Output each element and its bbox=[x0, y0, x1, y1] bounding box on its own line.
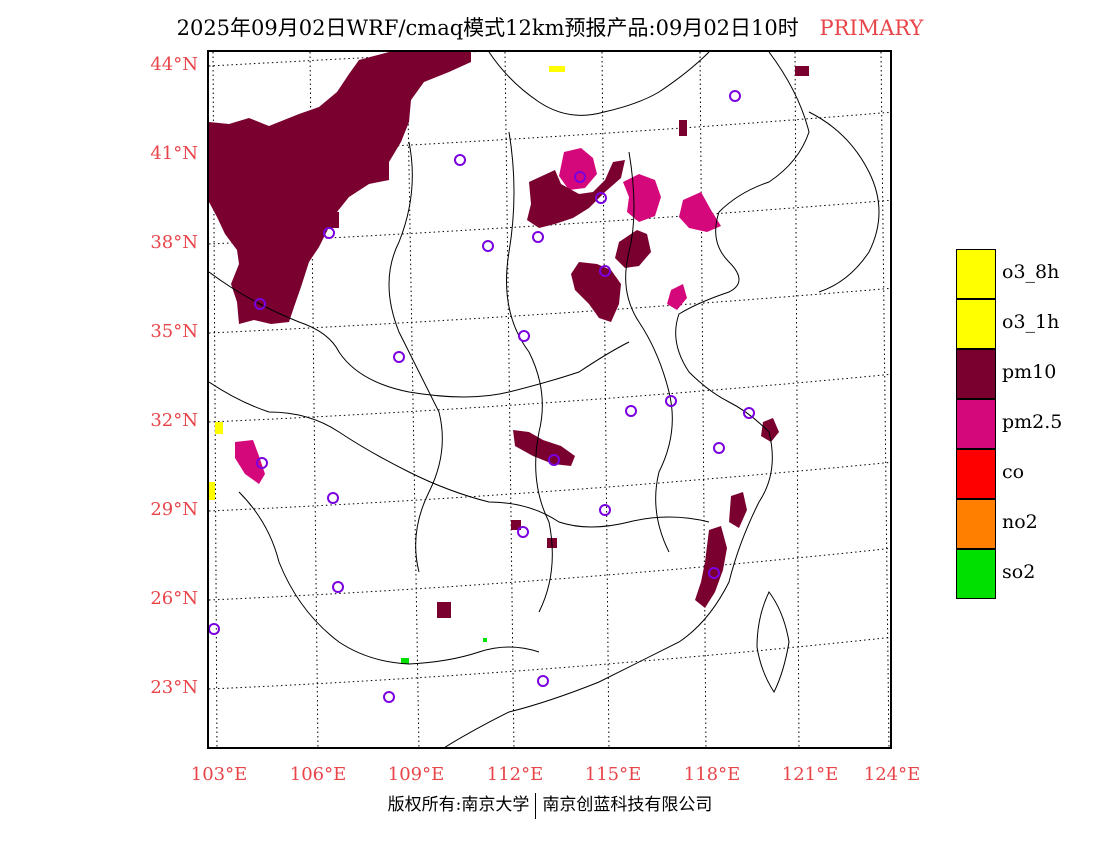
city-marker bbox=[595, 192, 607, 204]
city-marker bbox=[517, 526, 529, 538]
legend-swatch bbox=[956, 349, 996, 399]
copyright-company: 南京创蓝科技有限公司 bbox=[542, 795, 713, 815]
city-marker bbox=[599, 265, 611, 277]
city-marker bbox=[708, 567, 720, 579]
copyright-owner: 版权所有:南京大学 bbox=[387, 795, 530, 815]
map-canvas bbox=[209, 52, 890, 747]
title-main: 2025年09月02日WRF/cmaq模式12km预报产品:09月02日10时 bbox=[176, 16, 799, 40]
legend-label: so2 bbox=[1002, 561, 1036, 583]
o3-patch-sichuan bbox=[215, 422, 223, 434]
lon-tick-112: 112°E bbox=[486, 764, 544, 785]
city-marker bbox=[599, 504, 611, 516]
city-marker bbox=[393, 351, 405, 363]
lat-tick-26: 26°N bbox=[150, 588, 198, 609]
city-marker bbox=[729, 90, 741, 102]
o3-patch-north bbox=[549, 66, 565, 72]
pm10-shandong-west bbox=[571, 262, 621, 322]
pm10-fujian-coast bbox=[695, 526, 727, 608]
city-marker bbox=[518, 330, 530, 342]
pm10-hubei-band bbox=[513, 430, 575, 466]
legend-swatch bbox=[956, 249, 996, 299]
pm2p5-shandong-east bbox=[667, 284, 687, 310]
city-marker bbox=[482, 240, 494, 252]
lon-tick-109: 109°E bbox=[387, 764, 445, 785]
lat-tick-35: 35°N bbox=[150, 321, 198, 342]
legend-swatch bbox=[956, 449, 996, 499]
map-title: 2025年09月02日WRF/cmaq模式12km预报产品:09月02日10时 … bbox=[0, 12, 1100, 42]
lat-tick-32: 32°N bbox=[150, 410, 198, 431]
copyright-footer: 版权所有:南京大学 南京创蓝科技有限公司 bbox=[0, 790, 1100, 819]
legend-swatch bbox=[956, 499, 996, 549]
city-marker bbox=[256, 457, 268, 469]
pm10-patch-northeast bbox=[795, 66, 809, 76]
legend-label: no2 bbox=[1002, 511, 1038, 533]
lon-tick-124: 124°E bbox=[863, 764, 921, 785]
lon-tick-118: 118°E bbox=[683, 764, 741, 785]
lon-tick-115: 115°E bbox=[584, 764, 642, 785]
pm2p5-beijing-cluster bbox=[559, 148, 597, 190]
city-marker bbox=[327, 492, 339, 504]
city-marker bbox=[383, 691, 395, 703]
lon-tick-106: 106°E bbox=[289, 764, 347, 785]
pm10-shanghai bbox=[761, 418, 779, 442]
legend-label: o3_8h bbox=[1002, 261, 1060, 283]
pm2p5-tangshan-cluster bbox=[623, 174, 661, 222]
legend-swatch bbox=[956, 549, 996, 599]
legend-swatch bbox=[956, 399, 996, 449]
map-panel bbox=[207, 50, 892, 749]
lat-tick-44: 44°N bbox=[150, 54, 198, 75]
legend-label: pm2.5 bbox=[1002, 411, 1063, 433]
pm10-beijing-cluster bbox=[527, 160, 625, 228]
city-marker bbox=[454, 154, 466, 166]
pm10-patch-inner-mongolia bbox=[327, 212, 339, 228]
copyright-divider bbox=[535, 792, 537, 819]
city-marker bbox=[574, 171, 586, 183]
pm10-patch-guangxi bbox=[437, 602, 451, 618]
title-primary-tag: PRIMARY bbox=[819, 16, 924, 40]
city-marker bbox=[665, 395, 677, 407]
pm10-plume-northwest bbox=[209, 52, 471, 324]
boundary-lines bbox=[209, 52, 880, 747]
city-marker bbox=[332, 581, 344, 593]
o3-patch-west-edge bbox=[209, 482, 215, 500]
pm10-zhejiang-coast bbox=[729, 492, 747, 528]
legend-label: co bbox=[1002, 461, 1025, 483]
so2-patch-guangdong bbox=[483, 638, 487, 642]
lat-tick-29: 29°N bbox=[150, 499, 198, 520]
pm10-patch-north bbox=[679, 120, 687, 136]
legend-swatch bbox=[956, 299, 996, 349]
city-marker bbox=[625, 405, 637, 417]
lat-tick-38: 38°N bbox=[150, 232, 198, 253]
city-marker bbox=[323, 227, 335, 239]
pm10-patch-hunan bbox=[511, 520, 521, 530]
city-marker bbox=[713, 442, 725, 454]
city-marker bbox=[209, 623, 220, 635]
city-marker bbox=[532, 231, 544, 243]
lat-tick-23: 23°N bbox=[150, 677, 198, 698]
pm10-hole-mongolia bbox=[268, 87, 309, 111]
city-marker bbox=[254, 298, 266, 310]
lon-tick-103: 103°E bbox=[190, 764, 248, 785]
pm2p5-sichuan bbox=[235, 440, 265, 484]
pm10-hebei-south bbox=[615, 230, 651, 268]
city-marker bbox=[548, 454, 560, 466]
lat-tick-41: 41°N bbox=[150, 143, 198, 164]
city-markers bbox=[209, 90, 755, 703]
pm2p5-liaoning-cluster bbox=[679, 192, 721, 232]
legend-label: o3_1h bbox=[1002, 311, 1060, 333]
lon-tick-121: 121°E bbox=[781, 764, 839, 785]
city-marker bbox=[537, 675, 549, 687]
so2-patch-guangxi bbox=[401, 658, 409, 664]
city-marker bbox=[743, 407, 755, 419]
legend-label: pm10 bbox=[1002, 361, 1057, 383]
